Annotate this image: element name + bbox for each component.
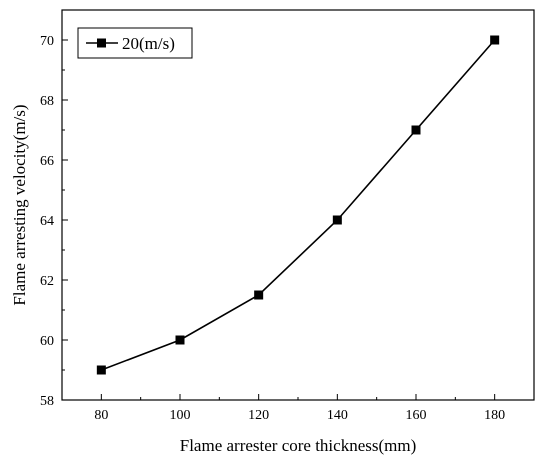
- y-tick-label: 58: [40, 394, 54, 409]
- series-line: [101, 39, 496, 371]
- y-tick-label: 60: [40, 334, 54, 349]
- x-tick-label: 100: [170, 408, 191, 423]
- x-tick-label: 80: [94, 408, 108, 423]
- series-layer: [96, 35, 500, 375]
- y-tick-label: 66: [40, 154, 54, 169]
- y-tick-label: 70: [40, 34, 54, 49]
- data-point: [332, 215, 342, 225]
- x-axis-title: Flame arrester core thickness(mm): [180, 436, 417, 455]
- x-tick-label: 120: [248, 408, 269, 423]
- data-point: [96, 365, 106, 375]
- data-point: [175, 335, 185, 345]
- x-tick-label: 180: [484, 408, 505, 423]
- y-tick-label: 64: [40, 214, 54, 229]
- legend-label: 20(m/s): [122, 34, 175, 53]
- data-point: [254, 290, 264, 300]
- data-point: [411, 125, 421, 135]
- x-tick-label: 140: [327, 408, 348, 423]
- data-point: [490, 35, 500, 45]
- plot-frame: [61, 9, 535, 401]
- legend-marker: [97, 38, 106, 48]
- y-tick-label: 68: [40, 94, 54, 109]
- axis-ticks: 80 100 120 140 160 180 58 60 62 64 66 68 70: [40, 9, 535, 423]
- legend: 20(m/s): [77, 27, 193, 59]
- y-tick-label: 62: [40, 274, 54, 289]
- y-axis-title: Flame arresting velocity(m/s): [10, 104, 29, 305]
- x-tick-label: 160: [406, 408, 427, 423]
